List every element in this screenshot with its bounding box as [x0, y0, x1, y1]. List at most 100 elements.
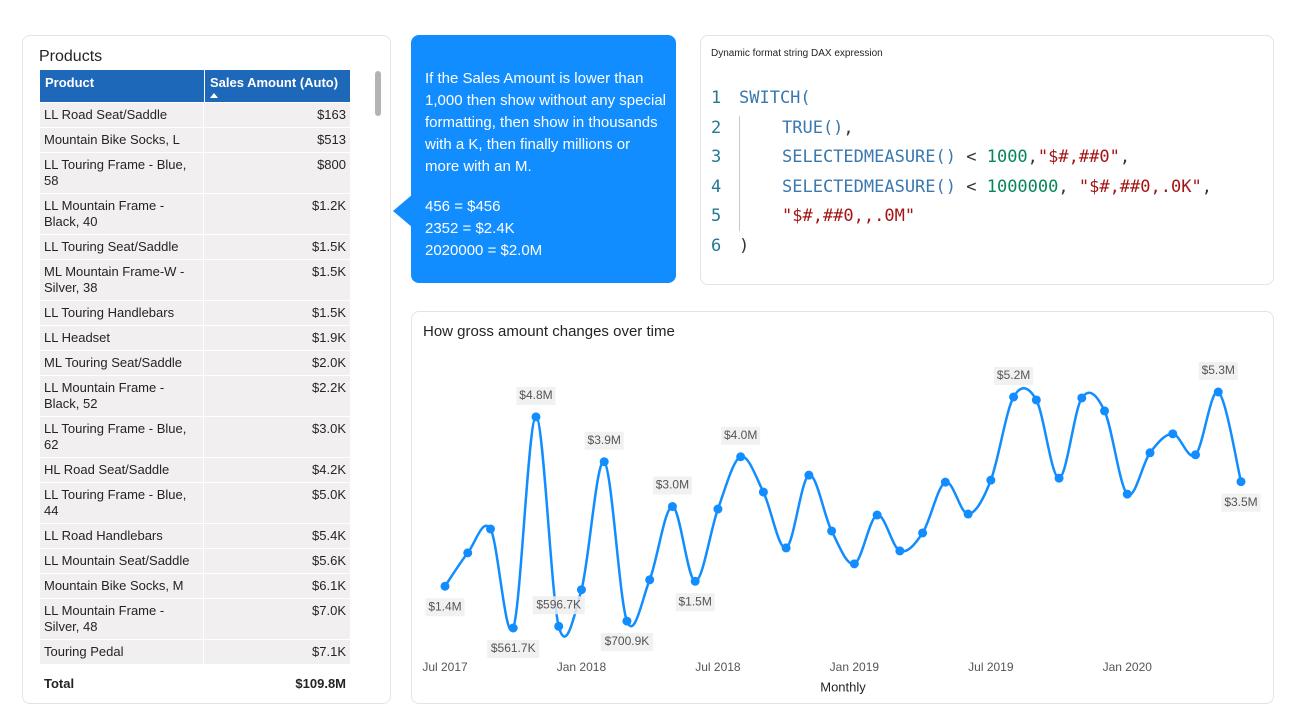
data-point	[940, 477, 950, 487]
data-point	[986, 475, 996, 485]
data-point	[576, 585, 586, 595]
data-point	[622, 616, 632, 626]
table-row[interactable]: LL Road Seat/Saddle $163	[40, 103, 350, 128]
data-point	[1191, 450, 1201, 460]
callout-text: If the Sales Amount is lower than 1,000 …	[425, 70, 666, 175]
table-row[interactable]: LL Mountain Frame - Silver, 48 $7.0K	[40, 599, 350, 640]
data-label: $596.7K	[536, 597, 581, 611]
data-label: $3.9M	[588, 433, 621, 447]
data-label-bg	[652, 476, 692, 495]
indent-guide	[739, 116, 740, 231]
data-label-bg	[600, 633, 654, 652]
product-cell: LL Mountain Seat/Saddle	[40, 549, 204, 573]
table-row[interactable]: ML Mountain Frame-W - Silver, 38 $1.5K	[40, 260, 350, 301]
table-row[interactable]: Mountain Bike Socks, M $6.1K	[40, 574, 350, 599]
line-number: 3	[711, 147, 722, 168]
amount-cell: $1.2K	[204, 194, 350, 234]
table-row[interactable]: LL Mountain Seat/Saddle $5.6K	[40, 549, 350, 574]
callout-example: 456 = $456	[425, 198, 501, 215]
line-number: 4	[711, 176, 722, 197]
data-point	[485, 524, 495, 534]
chart-card: How gross amount changes over time Month…	[411, 311, 1274, 704]
code-token: ,	[1027, 147, 1038, 168]
data-point	[1031, 395, 1041, 405]
table-row[interactable]: LL Touring Handlebars $1.5K	[40, 301, 350, 326]
chart: How gross amount changes over time Month…	[422, 323, 1261, 694]
product-cell: ML Mountain Frame-W - Silver, 38	[40, 260, 204, 300]
code-text: SWITCH(	[739, 86, 811, 110]
data-point	[804, 470, 814, 480]
product-cell: LL Road Handlebars	[40, 524, 204, 548]
table-row[interactable]: ML Touring Seat/Saddle $2.0K	[40, 351, 350, 376]
product-cell: LL Mountain Frame - Silver, 48	[40, 599, 204, 639]
column-header[interactable]: Product	[45, 75, 95, 90]
total-value: $109.8M	[295, 676, 346, 691]
chart-title: How gross amount changes over time	[423, 323, 675, 340]
sort-icon	[210, 93, 218, 98]
code-line: 3 SELECTEDMEASURE() < 1000,"$#,##0",	[701, 145, 1261, 169]
amount-cell: $3.0K	[204, 417, 350, 457]
code-token: ,	[1201, 176, 1212, 197]
product-cell: LL Road Seat/Saddle	[40, 103, 204, 127]
data-label: $4.8M	[519, 388, 552, 402]
table-row[interactable]: LL Touring Seat/Saddle $1.5K	[40, 235, 350, 260]
data-label: $700.9K	[605, 634, 650, 648]
data-label: $5.3M	[1202, 363, 1235, 377]
table-row[interactable]: LL Mountain Frame - Black, 40 $1.2K	[40, 194, 350, 235]
data-label-bg	[721, 426, 761, 445]
table-row[interactable]: LL Touring Frame - Blue, 58 $800	[40, 153, 350, 194]
amount-cell: $2.0K	[204, 351, 350, 375]
data-point	[713, 504, 723, 514]
column-header[interactable]: Sales Amount (Auto)	[210, 75, 339, 90]
line-number: 2	[711, 117, 722, 138]
x-tick-label: Jan 2020	[1103, 660, 1153, 674]
callout: If the Sales Amount is lower than 1,000 …	[411, 35, 676, 283]
code-token: "$#,##0,.0K"	[1078, 176, 1202, 197]
data-point	[667, 502, 677, 512]
data-label-bg	[1198, 362, 1238, 380]
callout-example: 2020000 = $2.0M	[425, 242, 543, 259]
data-point	[758, 487, 768, 497]
amount-cell: $1.5K	[204, 260, 350, 300]
table-header[interactable]: Product Sales Amount (Auto)	[40, 70, 350, 102]
data-point	[440, 581, 450, 591]
code-token: SELECTEDMEASURE()	[782, 147, 956, 168]
table-row[interactable]: LL Touring Frame - Blue, 62 $3.0K	[40, 417, 350, 458]
column-divider	[204, 70, 205, 102]
data-point	[1236, 477, 1246, 487]
data-point	[781, 543, 791, 553]
data-point	[599, 457, 609, 467]
table-row[interactable]: LL Headset $1.9K	[40, 326, 350, 351]
amount-cell: $5.0K	[204, 483, 350, 523]
product-cell: ML Touring Seat/Saddle	[40, 351, 204, 375]
callout-example: 2352 = $2.4K	[425, 220, 515, 237]
x-tick-label: Jan 2018	[557, 660, 607, 674]
table-row[interactable]: LL Mountain Frame - Black, 52 $2.2K	[40, 376, 350, 417]
table-row[interactable]: HL Road Seat/Saddle $4.2K	[40, 458, 350, 483]
data-point	[690, 576, 700, 586]
table-row[interactable]: LL Road Handlebars $5.4K	[40, 524, 350, 549]
line-number: 1	[711, 88, 722, 108]
product-cell: LL Touring Frame - Blue, 44	[40, 483, 204, 523]
scrollbar[interactable]	[375, 71, 381, 116]
data-label-bg	[532, 596, 585, 615]
data-point	[645, 575, 655, 585]
data-label: $4.0M	[724, 428, 757, 442]
table-row[interactable]: Touring Pedal $7.1K	[40, 640, 350, 665]
data-point	[531, 412, 541, 422]
x-tick-label: Jan 2019	[830, 660, 880, 674]
amount-cell: $4.2K	[204, 458, 350, 482]
data-point	[463, 548, 473, 558]
data-label: $1.5M	[678, 594, 711, 608]
total-label: Total	[44, 676, 75, 691]
table-row[interactable]: Mountain Bike Socks, L $513	[40, 128, 350, 153]
product-cell: LL Mountain Frame - Black, 52	[40, 376, 204, 416]
data-label: $561.7K	[491, 641, 536, 655]
data-point	[1213, 387, 1223, 397]
product-cell: LL Touring Frame - Blue, 58	[40, 153, 204, 193]
line-number: 5	[711, 206, 722, 227]
table-row[interactable]: LL Touring Frame - Blue, 44 $5.0K	[40, 483, 350, 524]
data-label: $1.4M	[428, 599, 461, 613]
code-text: TRUE(),	[782, 116, 854, 140]
